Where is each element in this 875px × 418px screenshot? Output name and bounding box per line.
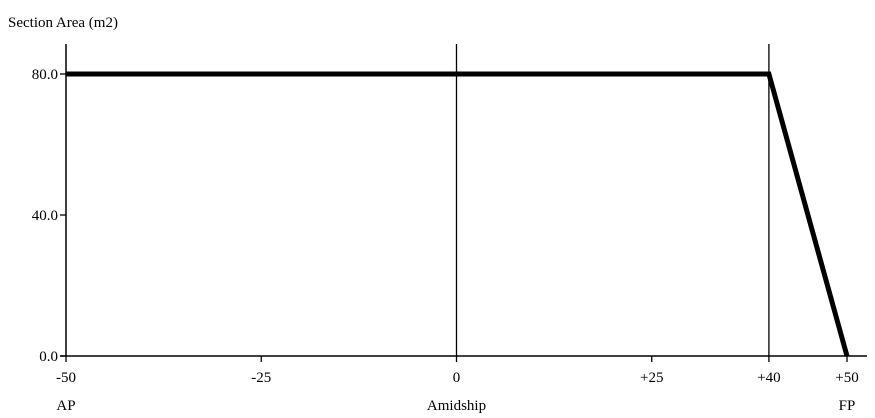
x-tick-label: +50: [835, 370, 858, 386]
y-tick-label: 40.0: [32, 208, 58, 224]
x-tick-label: -50: [56, 370, 76, 386]
x-tick-label: 0: [453, 370, 461, 386]
y-axis-label: Section Area (m2): [8, 15, 118, 31]
y-ticks: 0.0 40.0 80.0: [32, 67, 66, 365]
y-tick-label: 80.0: [32, 67, 58, 83]
reference-lines: [457, 44, 769, 356]
x-ticks: -50 AP -25 0 Amidship +25 +40 +50 FP: [56, 356, 859, 414]
y-tick-label: 0.0: [39, 349, 58, 365]
x-position-label: FP: [839, 398, 856, 414]
x-tick-label: +25: [640, 370, 663, 386]
x-tick-label: +40: [757, 370, 780, 386]
x-position-label: Amidship: [427, 398, 486, 414]
x-position-label: AP: [56, 398, 75, 414]
x-tick-label: -25: [251, 370, 271, 386]
